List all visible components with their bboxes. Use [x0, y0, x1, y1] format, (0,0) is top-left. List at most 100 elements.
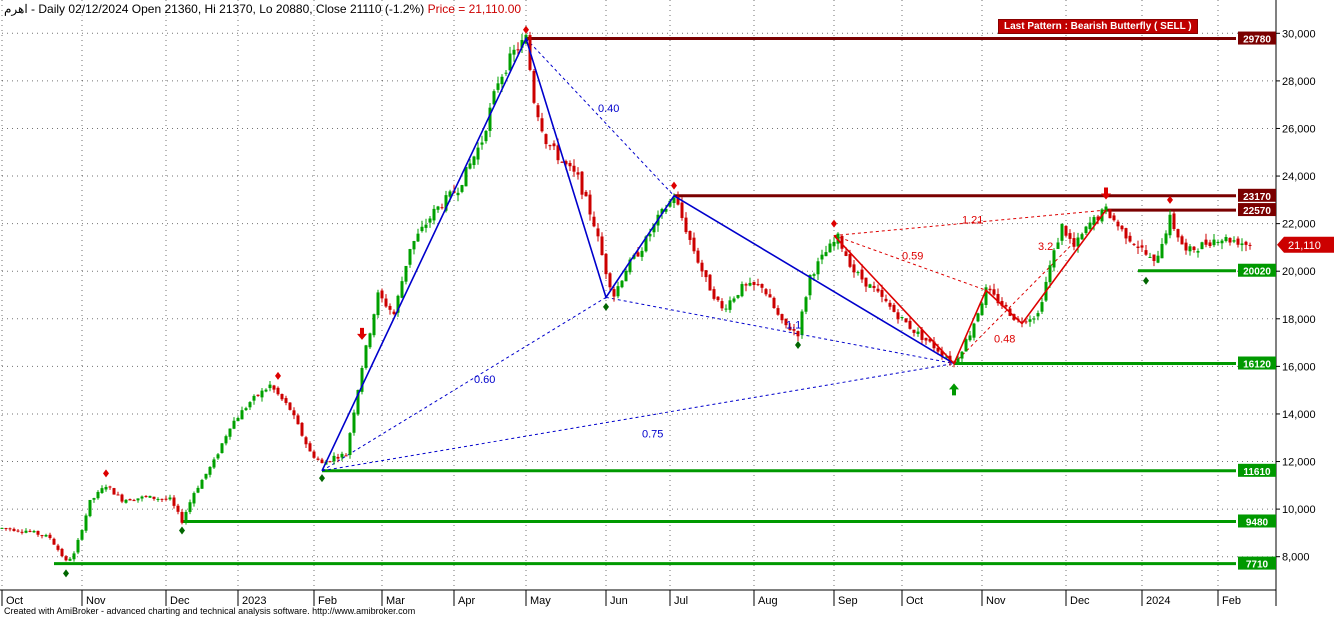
chart-header: اهرم - Daily 02/12/2024 Open 21360, Hi 2…	[4, 2, 521, 16]
candle-body	[0, 527, 4, 529]
ratio-label: 0.60	[474, 374, 495, 386]
wave-lines	[321, 36, 1107, 472]
candle-body	[588, 194, 592, 215]
candle-body	[832, 241, 836, 247]
candle-body	[116, 494, 120, 496]
candle-body	[404, 265, 408, 282]
candle-body	[1120, 225, 1124, 230]
pivot-low-marker	[603, 302, 609, 311]
candle-body	[92, 498, 96, 500]
candle-body	[196, 487, 200, 493]
candle-body	[296, 415, 300, 425]
candle-body	[376, 292, 380, 316]
candle-body	[100, 488, 104, 493]
candle-body	[1076, 237, 1080, 247]
candle-body	[1040, 302, 1044, 312]
candle-body	[552, 143, 556, 147]
candle-body	[184, 511, 188, 523]
candle-body	[580, 171, 584, 195]
ohlc-info: - Daily 02/12/2024 Open 21360, Hi 21370,…	[27, 2, 425, 16]
candle-body	[476, 147, 480, 160]
candle-body	[504, 72, 508, 74]
candle-body	[148, 495, 152, 498]
candle-body	[772, 297, 776, 308]
candle-body	[128, 499, 132, 501]
candle-body	[760, 284, 764, 288]
candle-body	[780, 314, 784, 321]
candle-body	[352, 412, 356, 433]
x-tick-label: Sep	[838, 595, 858, 607]
candle-body	[900, 316, 904, 318]
candle-body	[792, 329, 796, 331]
candle-body	[1020, 321, 1024, 323]
candle-body	[1080, 234, 1084, 240]
candle-body	[676, 196, 680, 205]
candle-body	[360, 368, 364, 392]
candle-body	[412, 241, 416, 250]
candle-body	[972, 323, 976, 338]
x-tick-label: Oct	[6, 595, 23, 607]
pivot-high-marker	[831, 219, 837, 228]
candle-body	[1064, 225, 1068, 236]
candle-body	[392, 311, 396, 315]
candle-body	[284, 398, 288, 403]
candle-body	[924, 337, 928, 341]
candle-body	[1024, 321, 1028, 323]
candle-body	[248, 402, 252, 408]
candle-body	[188, 502, 192, 512]
candle-body	[748, 282, 752, 286]
x-tick-label: Dec	[1070, 595, 1090, 607]
candle-body	[380, 290, 384, 299]
candle-body	[156, 498, 160, 500]
candle-body	[484, 130, 488, 142]
candle-body	[468, 163, 472, 169]
candle-body	[640, 250, 644, 257]
candle-body	[180, 511, 184, 523]
candle-body	[456, 192, 460, 196]
candle-body	[616, 286, 620, 297]
candle-body	[400, 281, 404, 298]
candle-body	[32, 531, 36, 533]
candle-body	[896, 312, 900, 320]
candle-body	[880, 289, 884, 297]
candle-body	[36, 530, 40, 535]
candle-body	[356, 390, 360, 415]
ratio-line	[833, 235, 987, 291]
candle-body	[48, 534, 52, 539]
ratio-label: 0.40	[598, 103, 619, 115]
y-tick-label: 10,000	[1282, 504, 1316, 516]
candle-body	[204, 473, 208, 479]
candle-body	[704, 270, 708, 278]
candle-body	[344, 455, 348, 457]
candle-body	[532, 70, 536, 103]
candle-body	[828, 243, 832, 253]
candle-body	[1028, 319, 1032, 322]
candle-body	[60, 548, 64, 557]
candle-body	[844, 251, 848, 256]
level-tag	[1238, 188, 1276, 202]
candle-body	[104, 486, 108, 490]
x-tick-label: Jul	[674, 595, 688, 607]
candle-body	[668, 200, 672, 207]
candle-body	[304, 437, 308, 445]
candle-body	[912, 329, 916, 333]
level-tag	[1238, 203, 1276, 217]
candle-body	[724, 308, 728, 310]
candle-body	[688, 230, 692, 240]
candle-body	[208, 466, 212, 475]
candle-body	[1180, 236, 1184, 245]
candle-body	[1052, 250, 1056, 268]
candle-body	[1088, 222, 1092, 230]
candle-body	[672, 197, 676, 204]
candle-body	[1000, 301, 1004, 306]
candle-body	[784, 318, 788, 326]
symbol-name: اهرم	[4, 2, 28, 16]
candle-body	[712, 289, 716, 299]
x-tick-label: 2023	[242, 595, 266, 607]
candle-body	[612, 289, 616, 297]
candle-body	[1128, 235, 1132, 242]
candle-body	[44, 535, 48, 537]
candle-body	[988, 288, 992, 291]
candle-body	[788, 326, 792, 331]
candle-body	[192, 493, 196, 504]
